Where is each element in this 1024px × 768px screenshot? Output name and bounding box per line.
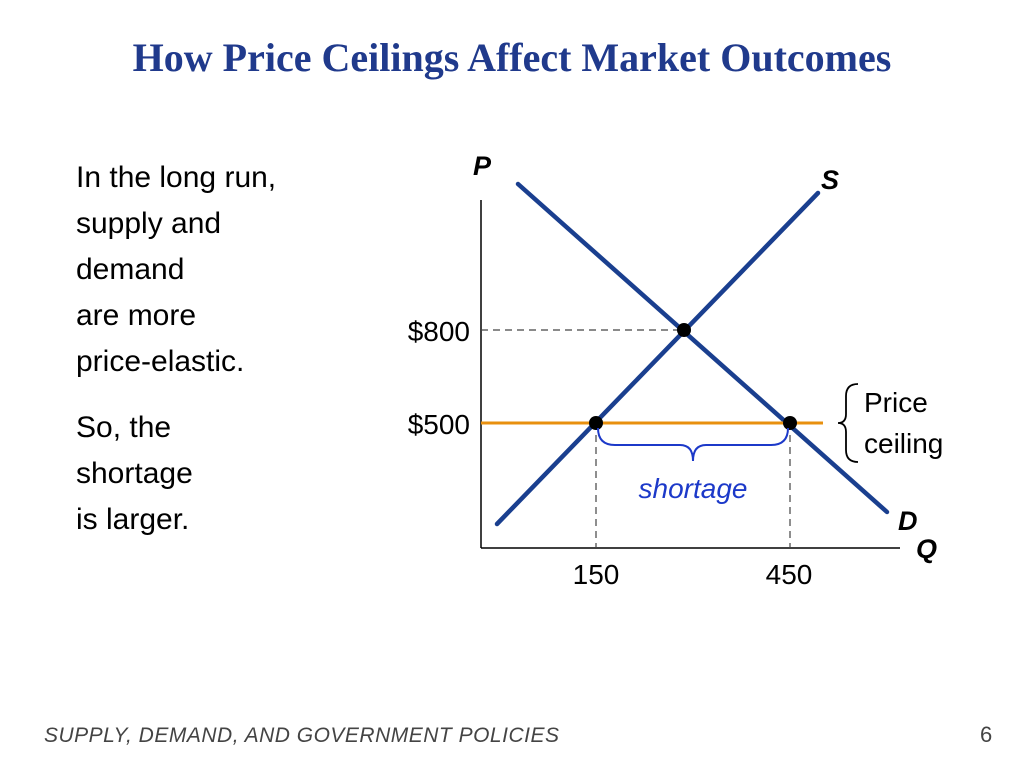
supply-label: S <box>821 165 839 195</box>
body-line: In the long run, <box>76 161 277 194</box>
body-line: is larger. <box>76 503 190 536</box>
body-line: supply and <box>76 207 222 240</box>
page-number: 6 <box>980 722 993 747</box>
equilibrium-point <box>677 323 691 337</box>
body-line: shortage <box>76 457 193 490</box>
supply-curve <box>494 190 821 527</box>
body-line: are more <box>76 299 197 332</box>
price-axis-label: P <box>473 151 492 181</box>
supply-ceiling-point <box>589 416 603 430</box>
footer-chapter-title: SUPPLY, DEMAND, AND GOVERNMENT POLICIES <box>44 724 560 747</box>
body-paragraph-2: So, the shortage is larger. <box>76 405 193 543</box>
quantity-axis-label: Q <box>916 534 937 564</box>
price-label-500: $500 <box>408 409 470 440</box>
price-ceiling-label-line1: Price <box>864 387 928 418</box>
demand-ceiling-point <box>783 416 797 430</box>
quantity-label-150: 150 <box>573 559 620 590</box>
body-paragraph-1: In the long run, supply and demand are m… <box>76 155 276 385</box>
body-line: price-elastic. <box>76 345 245 378</box>
demand-curve <box>515 181 890 515</box>
quantity-label-450: 450 <box>766 559 813 590</box>
body-line: So, the <box>76 411 172 444</box>
price-ceiling-brace <box>837 383 859 463</box>
slide-title: How Price Ceilings Affect Market Outcome… <box>132 35 892 80</box>
body-line: demand <box>76 253 185 286</box>
price-ceiling-label-line2: ceiling <box>864 428 943 459</box>
price-label-800: $800 <box>408 316 470 347</box>
demand-label: D <box>898 506 918 536</box>
shortage-brace <box>597 427 789 462</box>
shortage-label: shortage <box>639 473 748 504</box>
